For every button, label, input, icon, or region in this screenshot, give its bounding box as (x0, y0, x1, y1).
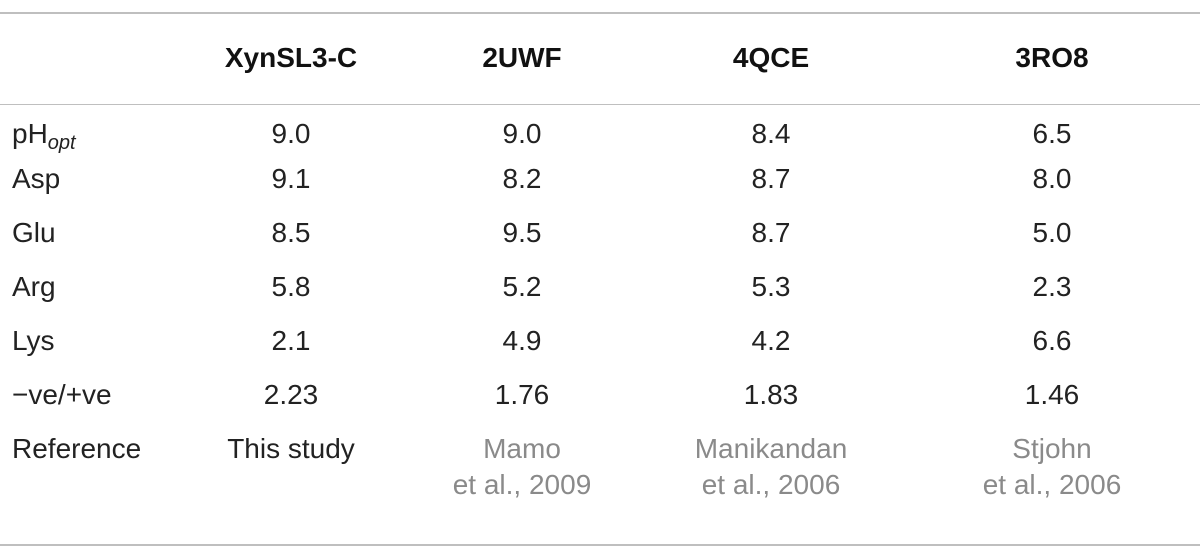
table-cell: 4.2 (751, 325, 791, 356)
table-cell: 6.6 (1032, 325, 1072, 356)
table-row-asp: Asp 9.1 8.2 8.7 8.0 (0, 161, 1200, 215)
table-cell: 1.76 (494, 379, 550, 410)
reference-link-text[interactable]: Stjohn (1012, 433, 1092, 464)
table-cell: 2.23 (263, 379, 319, 410)
header-cell-xynsl3c: XynSL3-C (224, 42, 358, 73)
table-cell: 1.46 (1024, 379, 1080, 410)
row-label-subscript: opt (47, 132, 76, 154)
header-cell-4qce: 4QCE (732, 42, 810, 73)
row-label: pHopt (0, 104, 176, 161)
header-rule (0, 104, 1200, 105)
table-cell: 9.1 (271, 163, 311, 194)
row-label: Glu (12, 217, 56, 248)
table-row-glu: Glu 8.5 9.5 8.7 5.0 (0, 215, 1200, 269)
reference-link-text[interactable]: Mamo (483, 433, 561, 464)
table-row-reference: Reference This study Mamo et al., 2009 M… (0, 431, 1200, 523)
table-cell: 9.5 (502, 217, 542, 248)
table-row-charge-ratio: −ve/+ve 2.23 1.76 1.83 1.46 (0, 377, 1200, 431)
reference-link-text[interactable]: et al., 2009 (452, 469, 592, 500)
row-label: Lys (12, 325, 55, 356)
row-label: Asp (12, 163, 61, 194)
table-cell: 9.0 (271, 118, 311, 149)
table-cell: 4.9 (502, 325, 542, 356)
table-cell: 5.8 (271, 271, 311, 302)
row-label: Reference (12, 433, 142, 464)
table-row-arg: Arg 5.8 5.2 5.3 2.3 (0, 269, 1200, 323)
reference-link-text[interactable]: Manikandan (694, 433, 848, 464)
table-row-lys: Lys 2.1 4.9 4.2 6.6 (0, 323, 1200, 377)
header-row: XynSL3-C 2UWF 4QCE 3RO8 (0, 12, 1200, 104)
table-cell: 5.2 (502, 271, 542, 302)
reference-cell: This study (176, 431, 406, 523)
row-label-main: pH (12, 118, 48, 149)
table-cell: 8.5 (271, 217, 311, 248)
table-cell: 2.1 (271, 325, 311, 356)
table-cell: 8.7 (751, 217, 791, 248)
header-cell-3ro8: 3RO8 (1015, 42, 1089, 73)
row-label: −ve/+ve (12, 379, 112, 410)
reference-link[interactable]: Stjohn et al., 2006 (904, 431, 1200, 523)
table-cell: 8.7 (751, 163, 791, 194)
comparison-table: XynSL3-C 2UWF 4QCE 3RO8 pHopt 9.0 9.0 8.… (0, 12, 1200, 523)
table-cell: 8.2 (502, 163, 542, 194)
table-cell: 8.4 (751, 118, 791, 149)
header-cell-empty (0, 12, 176, 104)
table-cell: 6.5 (1032, 118, 1072, 149)
table-cell: 5.0 (1032, 217, 1072, 248)
table-row-phopt: pHopt 9.0 9.0 8.4 6.5 (0, 104, 1200, 161)
table-cell: 5.3 (751, 271, 791, 302)
reference-text: This study (227, 433, 355, 464)
table-cell: 1.83 (743, 379, 799, 410)
reference-link-text[interactable]: et al., 2006 (701, 469, 841, 500)
table-cell: 2.3 (1032, 271, 1072, 302)
table-cell: 8.0 (1032, 163, 1072, 194)
header-cell-2uwf: 2UWF (482, 42, 562, 73)
top-rule (0, 12, 1200, 14)
reference-link[interactable]: Manikandan et al., 2006 (638, 431, 904, 523)
reference-link-text[interactable]: et al., 2006 (982, 469, 1122, 500)
row-label: Arg (12, 271, 56, 302)
table-cell: 9.0 (502, 118, 542, 149)
reference-link[interactable]: Mamo et al., 2009 (406, 431, 638, 523)
bottom-rule (0, 544, 1200, 546)
